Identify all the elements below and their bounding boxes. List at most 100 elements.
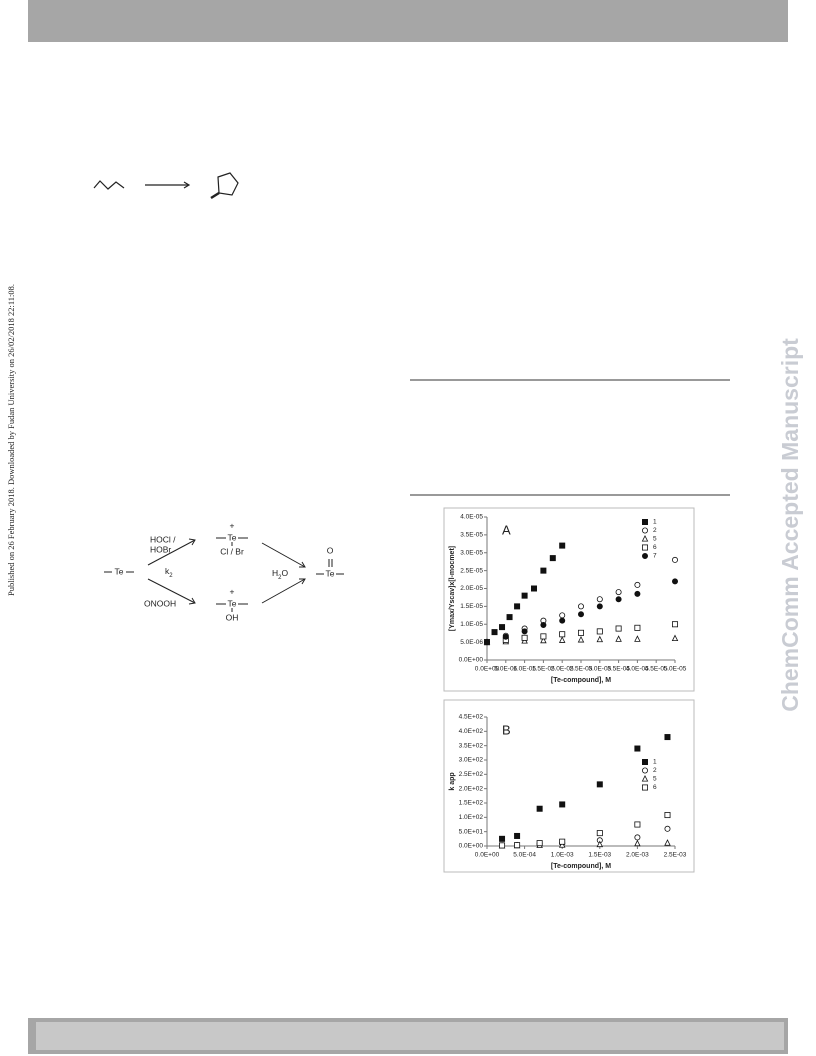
marker (514, 842, 521, 849)
y-tick-label: 2.0E-05 (460, 585, 483, 592)
watermark: ChemComm Accepted Manuscript (777, 338, 803, 712)
y-tick-label: 1.5E+02 (459, 800, 484, 807)
marker (499, 624, 506, 631)
marker (559, 838, 566, 845)
marker (491, 629, 498, 636)
x-tick-label: 2.5E-03 (664, 852, 687, 859)
x-tick-label: 1.0E-03 (551, 852, 574, 859)
scheme-label: 2 (278, 575, 282, 581)
chart-annotation: A (502, 522, 511, 537)
x-tick-label: 0.0E+00 (475, 852, 500, 859)
marker (664, 812, 671, 819)
y-tick-label: 5.0E+01 (459, 828, 484, 835)
footer-inner (36, 1022, 784, 1050)
legend-label: 6 (653, 544, 657, 551)
x-axis-label: [Te-compound], M (551, 677, 611, 684)
scheme-label: k2 (165, 566, 173, 578)
legend-label: 2 (653, 767, 657, 774)
marker (506, 614, 513, 621)
marker (549, 555, 556, 562)
marker (578, 629, 585, 636)
scheme-label: O (281, 568, 288, 578)
marker (540, 636, 547, 644)
chart-frame (443, 507, 695, 692)
marker (558, 636, 566, 643)
marker (521, 628, 528, 635)
marker (642, 784, 649, 791)
legend-label: 7 (653, 553, 657, 560)
x-tick-label: 4.0E-05 (626, 666, 649, 673)
marker (536, 805, 543, 812)
scheme-label: H2O (272, 568, 288, 580)
scheme-label: + (230, 520, 235, 530)
legend-label: 5 (653, 536, 657, 543)
marker (514, 832, 521, 839)
y-tick-label: 3.5E-05 (460, 532, 483, 539)
scheme-label: O (327, 545, 334, 555)
small-scheme (93, 172, 239, 200)
y-tick-label: 2.5E-05 (460, 567, 483, 574)
marker (499, 835, 506, 842)
x-tick-label: 0.0E+00 (475, 666, 500, 673)
x-tick-label: 1.0E-05 (513, 666, 536, 673)
legend-label: 2 (653, 527, 657, 534)
marker (671, 634, 679, 642)
side-note: Published on 26 February 2018. Downloade… (6, 284, 16, 596)
x-axis-label: [Te-compound], M (551, 863, 611, 870)
y-tick-label: 1.0E+02 (459, 814, 484, 821)
y-tick-label: 2.0E+02 (459, 785, 484, 792)
scheme-label: HOCl / (150, 534, 176, 544)
y-tick-label: 0.0E+00 (459, 657, 484, 664)
marker (634, 624, 641, 631)
marker (499, 842, 506, 849)
marker (521, 634, 528, 641)
chart-annotation: B (502, 722, 511, 737)
scheme-label: 2 (169, 573, 173, 579)
marker (634, 834, 641, 841)
marker (559, 617, 566, 624)
header-bar (28, 0, 788, 42)
marker (641, 775, 649, 782)
marker (596, 830, 603, 837)
y-tick-label: 3.5E+02 (459, 742, 484, 749)
scheme-label: Te (326, 568, 335, 578)
x-tick-label: 3.5E-05 (607, 666, 630, 673)
marker (664, 839, 671, 846)
marker (664, 825, 671, 832)
marker (596, 635, 604, 643)
marker (634, 635, 641, 642)
x-tick-label: 2.5E-05 (570, 666, 593, 673)
x-tick-label: 2.0E-03 (626, 852, 649, 859)
y-tick-label: 5.0E-06 (460, 639, 483, 646)
te-scheme: Te HOCl / HOBr k2 ONOOH + Te Cl / Br + T… (104, 520, 344, 622)
marker (577, 635, 585, 643)
legend-label: 5 (653, 776, 657, 783)
marker (664, 734, 671, 741)
legend-label: 1 (653, 519, 657, 526)
marker (642, 553, 649, 560)
marker (615, 589, 622, 596)
marker (502, 633, 509, 640)
scheme-label: ONOOH (144, 598, 176, 608)
x-tick-label: 2.0E-05 (551, 666, 574, 673)
marker (642, 527, 649, 534)
marker (634, 745, 641, 752)
y-tick-label: 3.0E+02 (459, 757, 484, 764)
scheme-label: k (165, 566, 170, 576)
x-tick-label: 5.0E-05 (664, 666, 687, 673)
marker (559, 612, 566, 619)
scheme-label: HOBr (150, 544, 171, 554)
chart-frame (443, 699, 695, 873)
marker (578, 611, 585, 618)
marker (642, 519, 649, 526)
marker (531, 585, 538, 592)
marker (642, 759, 649, 766)
marker (642, 544, 649, 551)
y-tick-label: 4.0E-05 (460, 514, 483, 521)
marker (596, 603, 603, 610)
marker (559, 631, 566, 638)
marker (596, 840, 604, 848)
marker (596, 628, 603, 635)
marker (615, 625, 622, 632)
